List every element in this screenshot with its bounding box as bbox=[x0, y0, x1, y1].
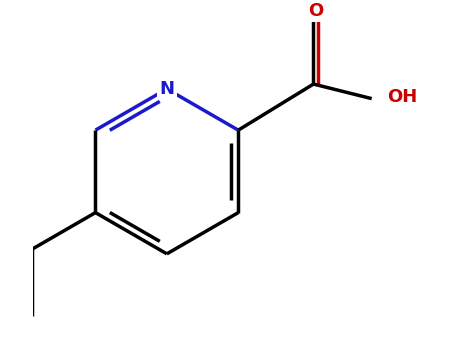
Text: N: N bbox=[159, 80, 174, 98]
Text: O: O bbox=[308, 2, 324, 20]
Text: OH: OH bbox=[388, 89, 418, 106]
